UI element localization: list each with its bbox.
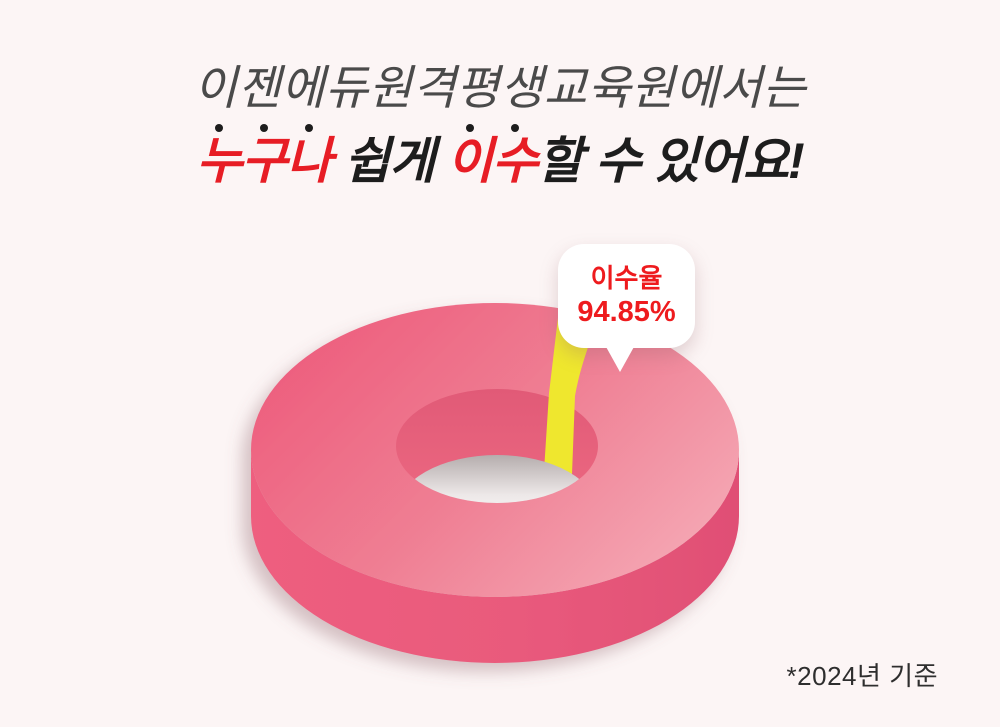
callout-label: 이수율: [590, 262, 663, 293]
donut-hole-floor: [396, 455, 598, 503]
callout-value: 94.85%: [577, 296, 676, 329]
headline-line1: 이젠에듀원격평생교육원에서는: [193, 61, 807, 114]
donut-side-face: [251, 450, 739, 663]
headline: 이젠에듀원격평생교육원에서는 누구나 쉽게 이수할 수 있어요!: [0, 62, 1000, 189]
headline-line2: 누구나 쉽게 이수할 수 있어요!: [196, 132, 804, 189]
completion-rate-callout: 이수율 94.85%: [558, 244, 695, 372]
callout-tail-icon: [605, 345, 635, 372]
footnote: *2024년 기준: [786, 661, 938, 691]
